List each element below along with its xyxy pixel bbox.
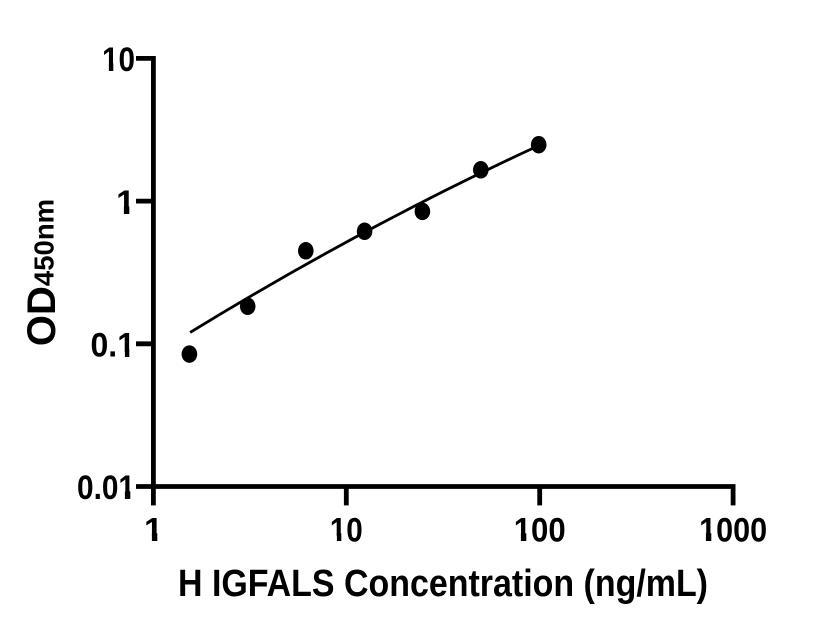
svg-text:10: 10 [330, 511, 363, 549]
svg-text:0.01: 0.01 [77, 469, 135, 507]
svg-text:1: 1 [116, 184, 135, 222]
svg-text:0.1: 0.1 [91, 327, 136, 365]
svg-text:H IGFALS Concentration (ng/mL): H IGFALS Concentration (ng/mL) [178, 563, 708, 605]
svg-text:10: 10 [102, 41, 135, 79]
svg-text:1000: 1000 [699, 511, 767, 549]
svg-text:100: 100 [514, 511, 566, 549]
svg-text:1: 1 [144, 511, 163, 549]
